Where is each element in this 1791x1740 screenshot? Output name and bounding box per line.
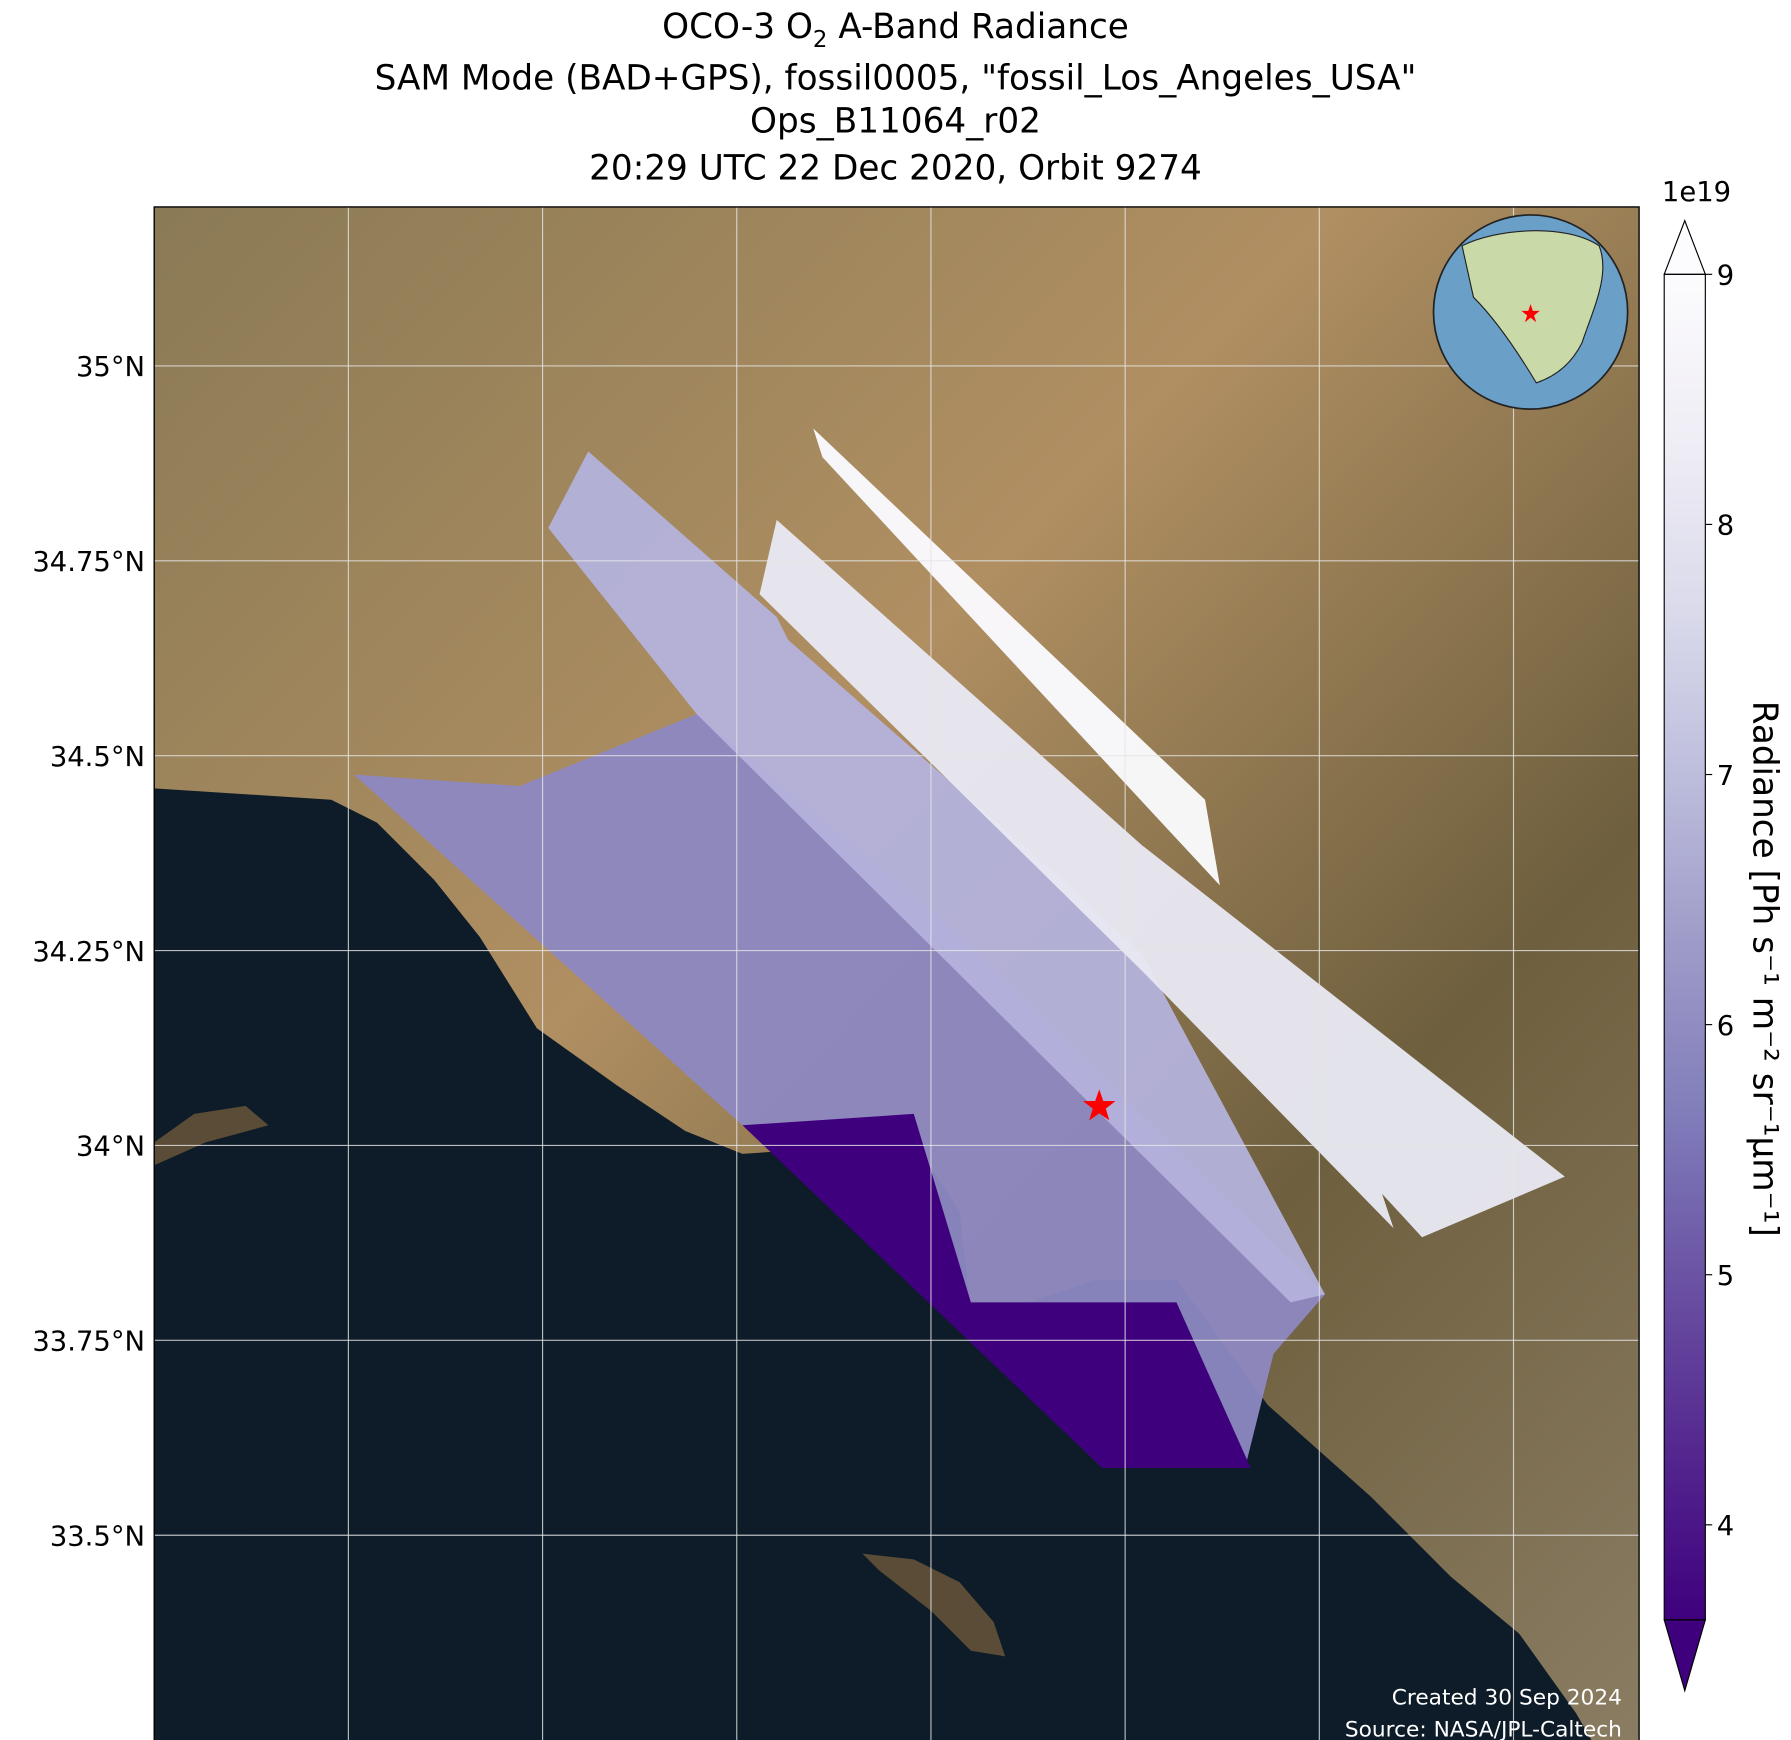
y-tick-label: 34.5°N: [50, 742, 145, 773]
y-tick-label: 34.25°N: [32, 937, 145, 968]
colorbar-frame: [1663, 273, 1706, 1621]
title-part: OCO-3 O: [662, 7, 813, 47]
swath: [548, 451, 1325, 1303]
swath: [759, 519, 1565, 1238]
y-tick-label: 33.75°N: [32, 1327, 145, 1358]
ocean: [154, 788, 1592, 1740]
colorbar-extend: [1663, 1619, 1707, 1693]
title-part: A-Band Radiance: [827, 7, 1128, 47]
grid: [154, 206, 1640, 1740]
island: [154, 1105, 269, 1166]
colorbar-extend: [1663, 219, 1707, 275]
y-tick-label: 33.5°N: [50, 1522, 145, 1553]
globe-marker: [1521, 304, 1540, 323]
swath: [354, 714, 1325, 1468]
subtitle: Ops_B11064_r02: [750, 102, 1041, 142]
colorbar-label: Radiance [Ph s⁻¹ m⁻² sr⁻¹μm⁻¹]: [1744, 701, 1784, 1237]
subtitle: SAM Mode (BAD+GPS), fossil0005, "fossil_…: [375, 58, 1417, 98]
y-tick-label: 34.75°N: [32, 547, 145, 578]
colorbar: [1664, 274, 1706, 1620]
colorbar-tick-label: 6: [1717, 1011, 1734, 1042]
colorbar-tick-label: 8: [1717, 511, 1734, 542]
subtitle: 20:29 UTC 22 Dec 2020, Orbit 9274: [589, 149, 1202, 189]
y-tick-label: 35°N: [76, 352, 145, 383]
colorbar-tick-label: 5: [1717, 1261, 1734, 1292]
map-frame: [153, 206, 1640, 1740]
y-tick-label: 34°N: [76, 1132, 145, 1163]
annotation: Source: NASA/JPL-Caltech: [1345, 1717, 1622, 1740]
target-marker: [1082, 1089, 1116, 1121]
colorbar-tick-label: 9: [1717, 261, 1734, 292]
swath: [813, 428, 1220, 886]
swath: [742, 1113, 1251, 1468]
title-sub: 2: [813, 27, 828, 53]
continent: [1461, 230, 1604, 384]
map-background: [154, 206, 1640, 1740]
chart-title: OCO-3 O2 A-Band Radiance: [662, 7, 1129, 53]
colorbar-tick-label: 7: [1717, 761, 1734, 792]
annotation: Created 30 Sep 2024: [1392, 1685, 1622, 1710]
colorbar-exponent: 1e19: [1662, 177, 1731, 208]
colorbar-tick-label: 4: [1717, 1511, 1734, 1542]
island: [862, 1553, 1006, 1657]
